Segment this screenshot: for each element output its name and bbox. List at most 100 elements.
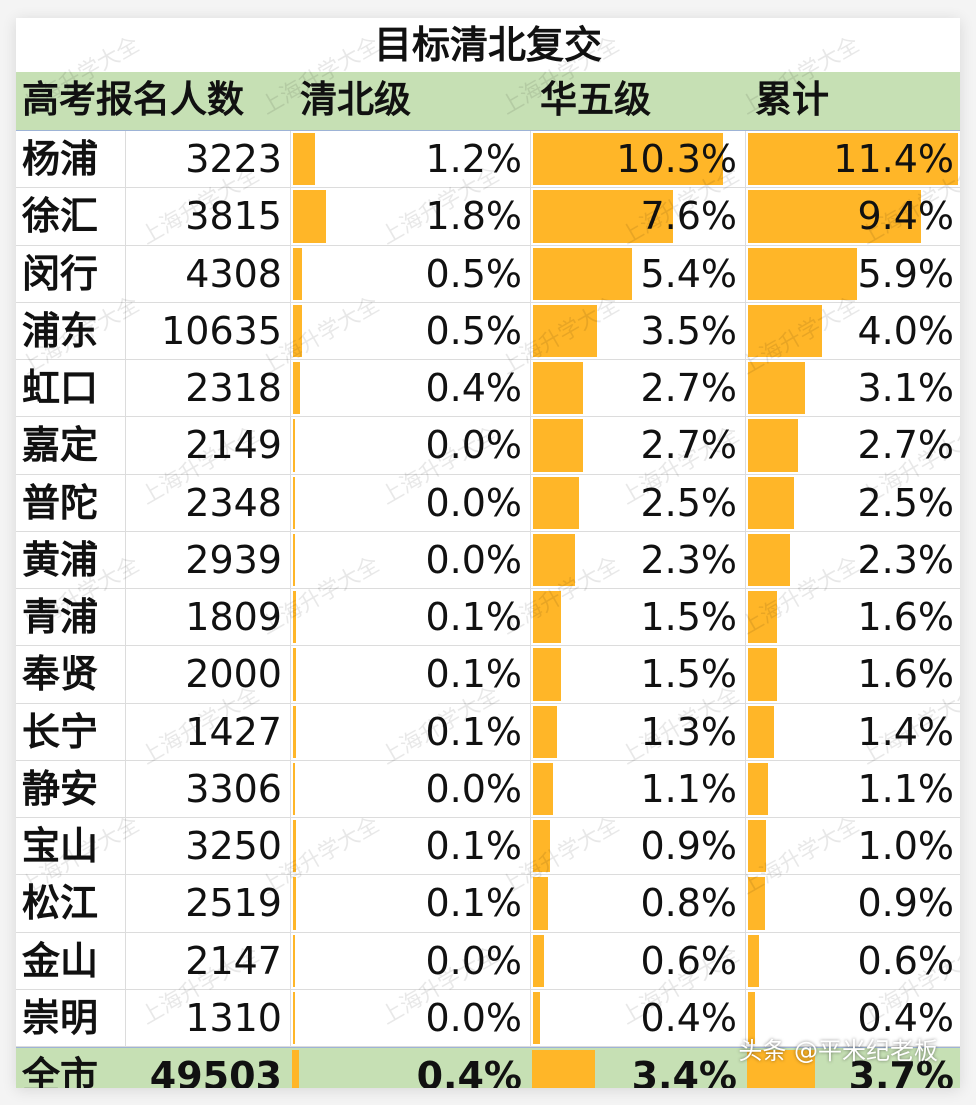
qingbei-rate-value: 0.0% — [425, 423, 522, 468]
district-name: 徐汇 — [22, 194, 99, 239]
huawu-rate-data-bar — [533, 190, 673, 243]
cumulative-rate-data-bar — [748, 648, 778, 701]
qingbei-rate-data-bar — [293, 820, 296, 873]
qingbei-rate-data-bar — [293, 362, 301, 415]
district-name: 浦东 — [22, 308, 99, 353]
cumulative-rate-data-bar — [748, 419, 798, 472]
qingbei-rate-cell: 0.0% — [290, 989, 530, 1046]
applicant-count: 49503 — [149, 1054, 282, 1088]
applicant-count: 2147 — [125, 932, 290, 989]
applicant-count: 2318 — [125, 360, 290, 417]
cumulative-rate-value: 2.5% — [857, 480, 954, 525]
huawu-rate-cell: 2.7% — [530, 360, 745, 417]
district-name: 闵行 — [22, 251, 99, 296]
qingbei-rate-value: 0.0% — [425, 480, 522, 525]
district-name: 金山 — [22, 938, 99, 983]
applicant-count: 2000 — [125, 646, 290, 703]
table-row: 松江 2519 0.1% 0.8% 0.9% — [16, 875, 960, 933]
qingbei-rate-value: 0.0% — [425, 766, 522, 811]
cumulative-rate-value: 5.9% — [857, 251, 954, 296]
table-title: 目标清北复交 — [373, 23, 602, 67]
qingbei-rate-cell: 0.4% — [290, 1048, 530, 1088]
cumulative-rate-cell: 0.6% — [745, 932, 960, 989]
qingbei-rate-data-bar — [293, 762, 295, 815]
huawu-rate-data-bar — [533, 877, 548, 930]
qingbei-rate-value: 0.1% — [425, 595, 522, 639]
huawu-rate-cell: 2.5% — [530, 474, 745, 531]
qingbei-rate-cell: 0.4% — [290, 360, 530, 417]
huawu-rate-data-bar — [533, 705, 557, 758]
huawu-rate-value: 2.7% — [640, 366, 737, 410]
table-row: 浦东 10635 0.5% 3.5% 4.0% — [16, 302, 960, 360]
huawu-rate-data-bar — [533, 304, 598, 357]
cumulative-rate-cell: 3.1% — [745, 360, 960, 417]
huawu-rate-cell: 1.1% — [530, 760, 745, 817]
huawu-rate-data-bar — [533, 934, 545, 987]
qingbei-rate-cell: 0.1% — [290, 703, 530, 760]
cumulative-rate-value: 2.7% — [857, 423, 954, 468]
qingbei-rate-cell: 0.5% — [290, 302, 530, 359]
huawu-rate-value: 1.1% — [640, 766, 737, 811]
huawu-rate-value: 10.3% — [616, 137, 737, 181]
district-name: 全市 — [22, 1054, 99, 1088]
huawu-rate-data-bar — [533, 591, 561, 644]
huawu-rate-value: 0.9% — [640, 824, 737, 868]
table-row: 杨浦 3223 1.2% 10.3% 11.4% — [16, 131, 960, 189]
cumulative-rate-data-bar — [748, 877, 765, 930]
qingbei-rate-value: 0.1% — [425, 652, 522, 697]
cumulative-rate-data-bar — [748, 991, 756, 1044]
table-row: 长宁 1427 0.1% 1.3% 1.4% — [16, 703, 960, 761]
huawu-rate-data-bar — [533, 419, 583, 472]
huawu-rate-cell: 0.8% — [530, 875, 745, 932]
cumulative-rate-cell: 1.1% — [745, 760, 960, 817]
huawu-rate-cell: 1.5% — [530, 589, 745, 646]
qingbei-rate-cell: 0.0% — [290, 932, 530, 989]
table-row: 普陀 2348 0.0% 2.5% 2.5% — [16, 474, 960, 532]
huawu-rate-cell: 5.4% — [530, 245, 745, 302]
qingbei-rate-data-bar — [293, 877, 296, 930]
cumulative-rate-data-bar — [748, 133, 958, 186]
table-row: 宝山 3250 0.1% 0.9% 1.0% — [16, 818, 960, 876]
qingbei-rate-data-bar — [293, 133, 316, 186]
cumulative-rate-cell: 1.6% — [745, 646, 960, 703]
district-name: 宝山 — [22, 824, 99, 868]
qingbei-rate-value: 0.1% — [425, 881, 522, 926]
huawu-rate-data-bar — [532, 1050, 595, 1088]
cumulative-rate-value: 0.6% — [857, 938, 954, 983]
district-name: 虹口 — [22, 366, 99, 410]
cumulative-rate-value: 3.1% — [857, 366, 954, 410]
qingbei-rate-value: 0.0% — [425, 938, 522, 983]
cumulative-rate-value: 1.1% — [857, 766, 954, 811]
header-huawu: 华五级 — [540, 78, 651, 121]
qingbei-rate-cell: 0.5% — [290, 245, 530, 302]
huawu-rate-cell: 1.3% — [530, 703, 745, 760]
cumulative-rate-value: 11.4% — [833, 137, 954, 181]
applicant-count: 2348 — [125, 474, 290, 531]
applicant-count: 3815 — [125, 188, 290, 245]
table-row: 虹口 2318 0.4% 2.7% 3.1% — [16, 360, 960, 418]
cumulative-rate-data-bar — [748, 591, 778, 644]
huawu-rate-data-bar — [533, 133, 723, 186]
cumulative-rate-cell: 11.4% — [745, 131, 960, 188]
huawu-rate-cell: 2.7% — [530, 417, 745, 474]
huawu-rate-cell: 10.3% — [530, 131, 745, 188]
huawu-rate-data-bar — [533, 247, 633, 300]
cumulative-rate-value: 2.3% — [857, 537, 954, 582]
district-name: 崇明 — [22, 995, 99, 1040]
table-row: 金山 2147 0.0% 0.6% 0.6% — [16, 932, 960, 990]
cumulative-rate-cell: 1.4% — [745, 703, 960, 760]
qingbei-rate-cell: 0.1% — [290, 875, 530, 932]
qingbei-rate-value: 1.2% — [425, 137, 522, 181]
cumulative-rate-data-bar — [748, 934, 760, 987]
qingbei-rate-value: 0.0% — [425, 995, 522, 1040]
cumulative-rate-cell: 1.6% — [745, 589, 960, 646]
huawu-rate-value: 0.8% — [640, 881, 737, 926]
qingbei-rate-value: 0.0% — [425, 537, 522, 582]
huawu-rate-data-bar — [533, 362, 583, 415]
qingbei-rate-data-bar — [292, 1050, 300, 1088]
qingbei-rate-data-bar — [293, 648, 296, 701]
cumulative-rate-data-bar — [748, 476, 794, 529]
huawu-rate-data-bar — [533, 648, 561, 701]
qingbei-rate-data-bar — [293, 247, 303, 300]
district-name: 普陀 — [22, 480, 99, 525]
